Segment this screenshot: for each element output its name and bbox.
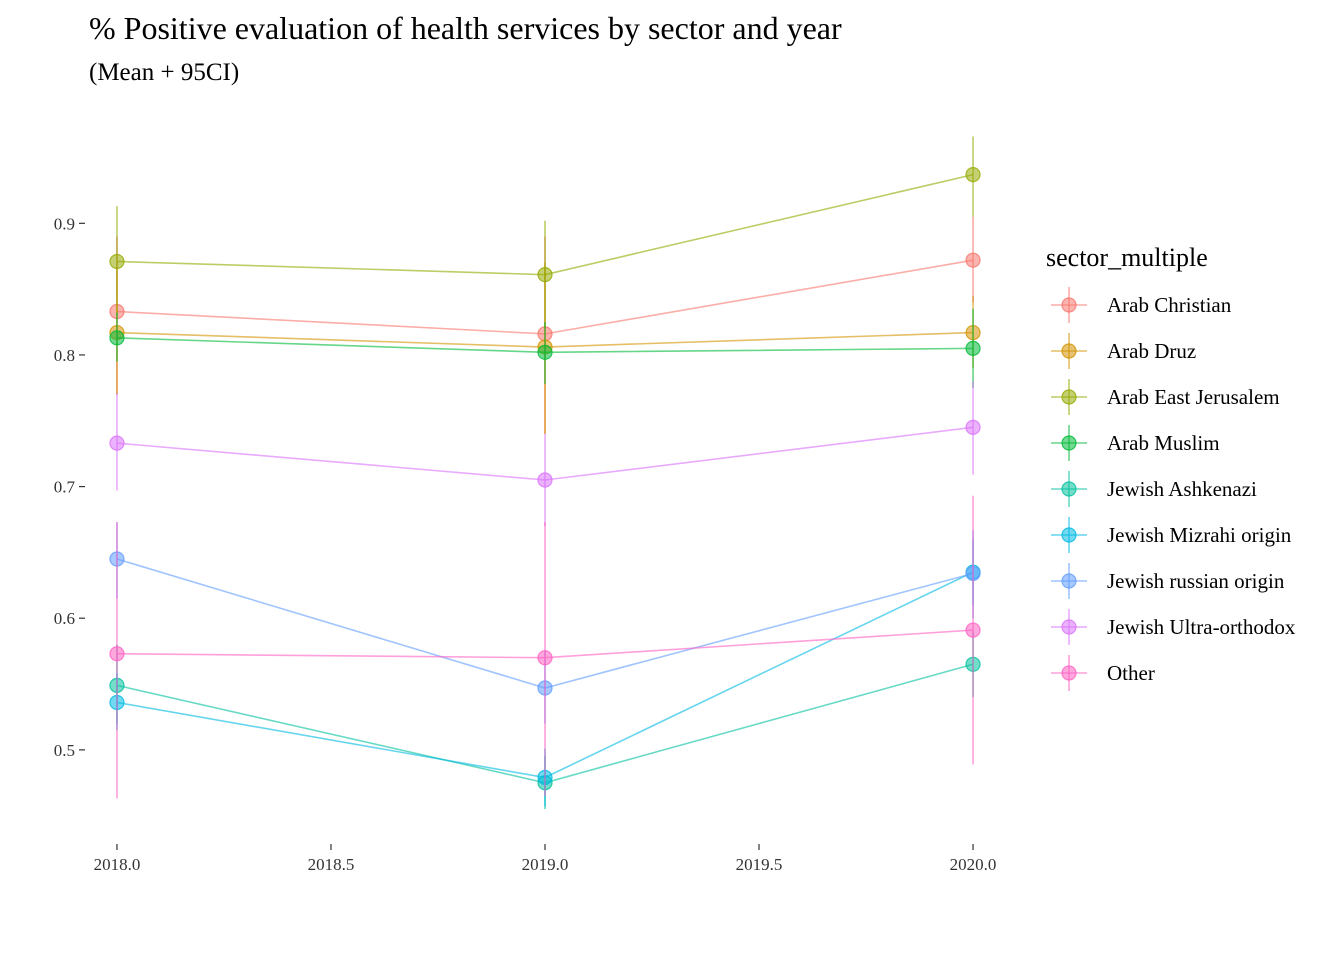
data-point (537, 650, 553, 666)
series-layer (109, 136, 981, 810)
legend-key-point (1061, 481, 1077, 497)
chart-title: % Positive evaluation of health services… (89, 10, 842, 46)
legend-key (1051, 609, 1087, 645)
legend-key (1051, 333, 1087, 369)
data-point (537, 267, 553, 283)
legend-key-point (1061, 435, 1077, 451)
legend-key-point (1061, 343, 1077, 359)
x-tick-label: 2019.0 (522, 855, 569, 874)
legend-key (1051, 563, 1087, 599)
legend-key (1051, 287, 1087, 323)
data-point (965, 340, 981, 356)
legend-item-jewish-russian-origin: Jewish russian origin (1046, 558, 1295, 604)
legend-item-arab-muslim: Arab Muslim (1046, 420, 1295, 466)
y-tick-label: 0.9 (54, 214, 75, 233)
legend-key-point (1061, 297, 1077, 313)
x-tick-label: 2018.0 (94, 855, 141, 874)
legend-key (1051, 379, 1087, 415)
legend-key-point (1061, 527, 1077, 543)
data-point (109, 253, 125, 270)
legend-label: Jewish russian origin (1107, 568, 1285, 593)
legend-key-point (1061, 573, 1077, 589)
legend-key-point (1061, 665, 1077, 681)
legend-label: Arab Druz (1107, 338, 1197, 363)
series-arab-muslim (109, 308, 981, 388)
chart-subtitle: (Mean + 95CI) (89, 59, 240, 86)
data-point (965, 252, 981, 268)
legend-label: Jewish Ashkenazi (1107, 476, 1257, 501)
axis-layer: 0.5 0.6 0.7 0.8 0.9 2018.0 2018.5 2019.0 2019.5 2… (54, 214, 997, 874)
legend-key-point (1061, 389, 1077, 405)
legend-label: Arab Christian (1107, 292, 1232, 317)
legend-item-jewish-ashkenazi: Jewish Ashkenazi (1046, 466, 1295, 512)
y-tick-label: 0.7 (54, 478, 76, 497)
legend-item-jewish-ultra-orthodox: Jewish Ultra-orthodox (1046, 604, 1295, 650)
legend-label: Jewish Mizrahi origin (1107, 522, 1292, 547)
legend-key (1051, 517, 1087, 553)
legend-key-point (1061, 619, 1077, 635)
data-point (537, 472, 553, 488)
y-tick-label: 0.6 (54, 609, 75, 628)
y-tick-label: 0.8 (54, 346, 75, 365)
legend-item-arab-christian: Arab Christian (1046, 282, 1295, 328)
legend-items: Arab Christian Arab Druz Arab East Jerusal… (1046, 282, 1295, 696)
data-point (109, 646, 125, 662)
legend-item-arab-druz: Arab Druz (1046, 328, 1295, 374)
legend-label: Other (1107, 660, 1155, 685)
legend-key (1051, 425, 1087, 461)
series-jewish-ultra-orthodox (109, 381, 981, 527)
x-tick-label: 2019.5 (736, 855, 783, 874)
data-point (965, 622, 981, 638)
legend-label: Arab Muslim (1107, 430, 1220, 455)
data-point (965, 167, 981, 183)
legend-key (1051, 471, 1087, 507)
data-point (965, 419, 981, 435)
series-other (109, 495, 981, 799)
legend-label: Arab East Jerusalem (1107, 384, 1280, 409)
data-point (109, 330, 125, 346)
data-point (109, 435, 125, 451)
legend-key (1051, 655, 1087, 691)
data-point (537, 344, 553, 360)
y-tick-label: 0.5 (54, 741, 75, 760)
legend-label: Jewish Ultra-orthodox (1107, 614, 1296, 639)
x-tick-label: 2020.0 (950, 855, 997, 874)
legend-item-jewish-mizrahi-origin: Jewish Mizrahi origin (1046, 512, 1295, 558)
legend-title: sector_multiple (1046, 243, 1208, 272)
legend-item-other: Other (1046, 650, 1295, 696)
x-tick-label: 2018.5 (308, 855, 355, 874)
legend-item-arab-east-jerusalem: Arab East Jerusalem (1046, 374, 1295, 420)
legend: sector_multiple Arab Christian Arab Druz A… (1046, 240, 1295, 696)
series-arab-east-jerusalem (109, 136, 981, 329)
